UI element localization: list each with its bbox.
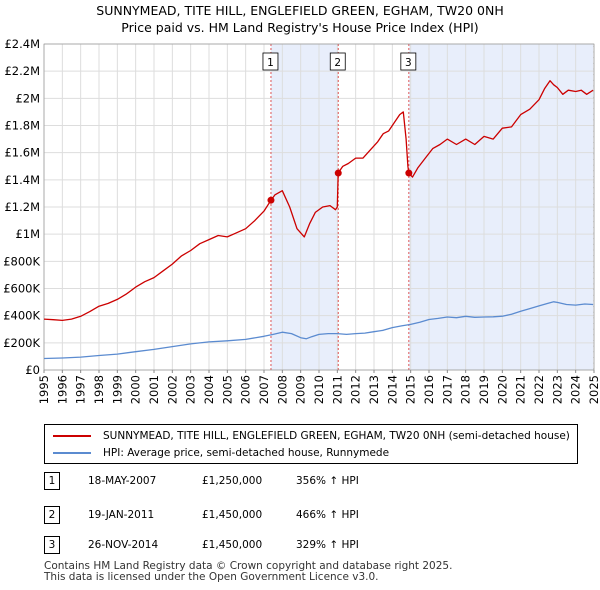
y-tick-label: £200K xyxy=(3,336,40,350)
x-tick-label: 2016 xyxy=(422,375,436,404)
x-tick-label: 1998 xyxy=(92,375,106,404)
x-tick-label: 2007 xyxy=(257,375,271,404)
legend-entry-hpi: HPI: Average price, semi-detached house,… xyxy=(53,445,389,461)
y-tick-label: £400K xyxy=(3,309,40,323)
sale-point xyxy=(405,169,413,177)
sale-point xyxy=(267,196,275,204)
y-tick-label: £800K xyxy=(3,254,40,268)
x-tick-label: 2024 xyxy=(569,375,583,404)
legend-label-hpi: HPI: Average price, semi-detached house,… xyxy=(103,447,390,459)
title-line-2: Price paid vs. HM Land Registry's House … xyxy=(121,20,479,35)
transaction-row: 2 19-JAN-2011 £1,450,000 466% ↑ HPI xyxy=(44,506,444,526)
x-tick-label: 2008 xyxy=(275,375,289,404)
sale-number-label: 3 xyxy=(405,57,412,69)
transaction-date: 18-MAY-2007 xyxy=(88,475,157,487)
transaction-row: 3 26-NOV-2014 £1,450,000 329% ↑ HPI xyxy=(44,536,444,556)
x-tick-label: 2023 xyxy=(550,375,564,404)
sale-number-box xyxy=(329,52,346,71)
transaction-row: 1 18-MAY-2007 £1,250,000 356% ↑ HPI xyxy=(44,472,444,492)
legend-swatch-property xyxy=(53,435,91,437)
transaction-hpi-change: 329% ↑ HPI xyxy=(296,539,359,551)
transaction-date: 19-JAN-2011 xyxy=(88,509,155,521)
x-tick-label: 2025 xyxy=(587,375,600,404)
footer-line-2: This data is licensed under the Open Gov… xyxy=(44,571,379,583)
chart-legend: SUNNYMEAD, TITE HILL, ENGLEFIELD GREEN, … xyxy=(44,424,578,464)
x-tick-label: 2014 xyxy=(385,375,399,404)
chart-title: SUNNYMEAD, TITE HILL, ENGLEFIELD GREEN, … xyxy=(0,2,600,36)
transaction-date: 26-NOV-2014 xyxy=(88,539,159,551)
x-tick-label: 2012 xyxy=(349,375,363,404)
x-tick-label: 2002 xyxy=(165,375,179,404)
y-tick-label: £1M xyxy=(15,227,40,241)
hpi-line xyxy=(43,301,594,360)
x-tick-label: 2019 xyxy=(477,375,491,404)
legend-swatch-hpi xyxy=(53,452,91,454)
x-tick-label: 1996 xyxy=(55,375,69,404)
x-tick-label: 1995 xyxy=(37,375,51,404)
title-line-1: SUNNYMEAD, TITE HILL, ENGLEFIELD GREEN, … xyxy=(96,3,504,18)
transaction-number-badge: 1 xyxy=(44,472,60,490)
x-tick-label: 2006 xyxy=(239,375,253,404)
x-tick-label: 2000 xyxy=(129,375,143,404)
x-tick-label: 2001 xyxy=(147,375,161,404)
x-tick-label: 2021 xyxy=(514,375,528,404)
x-tick-label: 2017 xyxy=(440,375,454,404)
transaction-price: £1,450,000 xyxy=(202,509,263,521)
y-tick-label: £1.6M xyxy=(4,146,40,160)
y-tick-label: £1.2M xyxy=(4,200,40,214)
footer-attribution: Contains HM Land Registry data © Crown c… xyxy=(44,561,452,583)
y-tick-label: £600K xyxy=(3,282,40,296)
transaction-hpi-change: 466% ↑ HPI xyxy=(296,509,359,521)
transaction-number-badge: 2 xyxy=(44,506,60,524)
y-tick-label: £1.8M xyxy=(4,119,40,133)
sale-number-label: 1 xyxy=(267,57,274,69)
x-tick-label: 2013 xyxy=(367,375,381,404)
transaction-number-badge: 3 xyxy=(44,536,60,554)
sale-point xyxy=(334,169,342,177)
x-tick-label: 2010 xyxy=(312,375,326,404)
x-tick-label: 2003 xyxy=(184,375,198,404)
transaction-hpi-change: 356% ↑ HPI xyxy=(296,475,359,487)
footer-line-1: Contains HM Land Registry data © Crown c… xyxy=(44,560,453,572)
legend-entry-property: SUNNYMEAD, TITE HILL, ENGLEFIELD GREEN, … xyxy=(53,428,570,444)
sale-number-label: 2 xyxy=(334,57,341,69)
x-tick-label: 2005 xyxy=(220,375,234,404)
x-tick-label: 2004 xyxy=(202,375,216,404)
x-tick-label: 2015 xyxy=(404,375,418,404)
legend-label-property: SUNNYMEAD, TITE HILL, ENGLEFIELD GREEN, … xyxy=(103,430,570,442)
y-tick-label: £2.4M xyxy=(4,37,40,51)
x-tick-label: 2020 xyxy=(495,375,509,404)
property-price-line xyxy=(43,80,594,322)
x-tick-label: 1997 xyxy=(74,375,88,404)
y-tick-label: £2M xyxy=(15,91,40,105)
x-tick-label: 2009 xyxy=(294,375,308,404)
sale-number-box xyxy=(400,52,417,71)
y-tick-label: £2.2M xyxy=(4,64,40,78)
y-tick-label: £0 xyxy=(25,363,40,377)
sale-number-box xyxy=(262,52,279,71)
transaction-price: £1,450,000 xyxy=(202,539,263,551)
x-tick-label: 2018 xyxy=(459,375,473,404)
transaction-price: £1,250,000 xyxy=(202,475,263,487)
y-tick-label: £1.4M xyxy=(4,173,40,187)
x-tick-label: 2022 xyxy=(532,375,546,404)
x-tick-label: 1999 xyxy=(110,375,124,404)
x-tick-label: 2011 xyxy=(330,375,344,404)
price-chart: £0 £200K £400K £600K £800K £1M £1.2M £1.4M £1.6M… xyxy=(3,37,600,404)
